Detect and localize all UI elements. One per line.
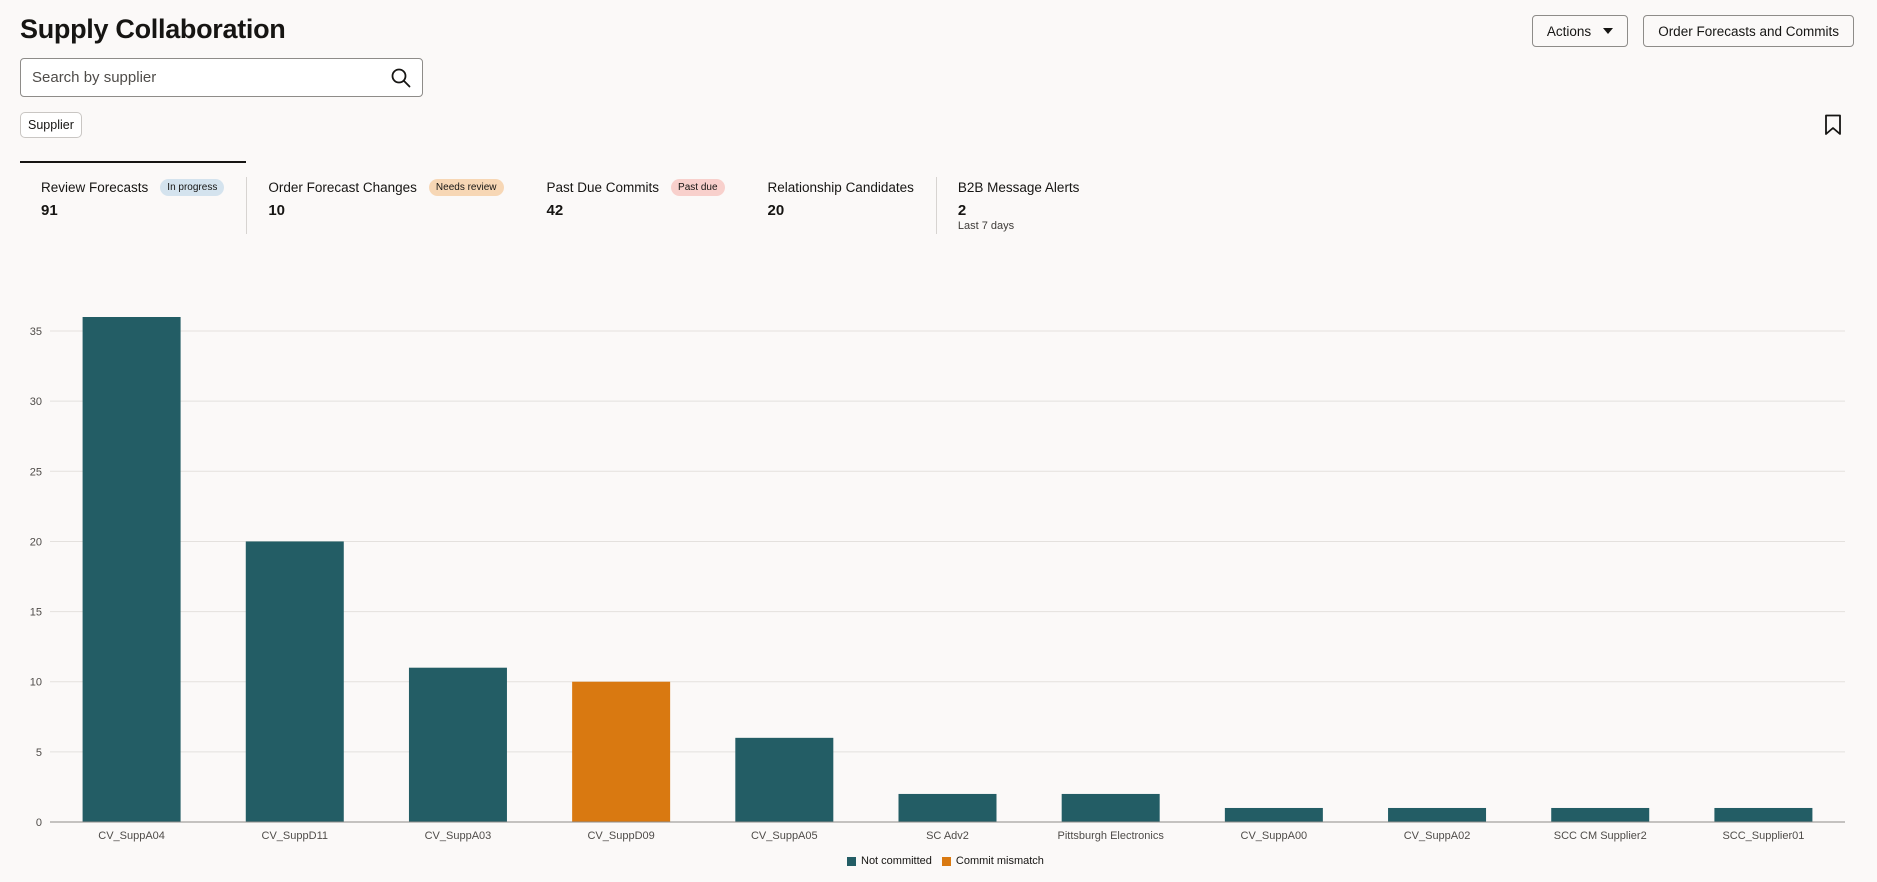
infolet-b2b-message-alerts[interactable]: B2B Message Alerts 2 Last 7 days <box>937 161 1102 234</box>
y-tick-label: 0 <box>36 817 42 829</box>
x-tick-label: SCC_Supplier01 <box>1722 830 1804 842</box>
infolet-count: 91 <box>41 202 58 219</box>
y-tick-label: 10 <box>30 677 42 689</box>
search-input[interactable] <box>32 69 390 86</box>
legend-label: Commit mismatch <box>955 855 1044 867</box>
x-tick-label: Pittsburgh Electronics <box>1057 830 1164 842</box>
actions-button-label: Actions <box>1546 23 1592 39</box>
y-tick-label: 35 <box>30 326 42 338</box>
status-badge-past-due: Past due <box>671 178 725 196</box>
infolet-past-due-commits[interactable]: Past Due Commits Past due 42 <box>526 161 747 234</box>
status-badge-needs-review: Needs review <box>428 178 504 196</box>
infolet-label: B2B Message Alerts <box>957 179 1080 195</box>
infolet-review-forecasts[interactable]: Review Forecasts In progress 91 <box>20 161 247 234</box>
divider <box>246 177 248 234</box>
infolet-label: Relationship Candidates <box>767 179 914 195</box>
header-actions: Actions Order Forecasts and Commits <box>1531 15 1854 47</box>
x-tick-label: CV_SuppA00 <box>1241 830 1308 842</box>
y-tick-label: 25 <box>30 466 42 478</box>
order-forecasts-button[interactable]: Order Forecasts and Commits <box>1643 15 1854 47</box>
infolet-order-forecast-changes[interactable]: Order Forecast Changes Needs review 10 <box>247 161 525 234</box>
infolet-count: 20 <box>767 202 785 219</box>
x-tick-label: CV_SuppA03 <box>425 830 492 842</box>
y-tick-label: 5 <box>36 747 42 759</box>
supplier-bar-chart: 0 5 10 15 20 25 30 35 CV_SuppA04 CV_SuppD11 CV_Sup… <box>30 317 1845 842</box>
actions-menu-button[interactable]: Actions <box>1531 15 1629 47</box>
infolet-count: 42 <box>546 202 564 219</box>
page-title: Supply Collaboration <box>20 14 286 44</box>
bar[interactable] <box>1224 807 1323 822</box>
bar[interactable] <box>1388 807 1487 822</box>
y-tick-label: 20 <box>30 536 42 548</box>
divider <box>935 177 937 234</box>
legend-swatch <box>941 856 951 866</box>
status-badge-in-progress: In progress <box>160 178 225 196</box>
infolet-count: 10 <box>268 202 286 219</box>
legend-swatch <box>847 856 856 866</box>
x-tick-label: SCC CM Supplier2 <box>1554 830 1647 842</box>
legend-item-commit-mismatch[interactable]: Commit mismatch <box>941 855 1044 867</box>
x-tick-label: SC Adv2 <box>926 830 969 842</box>
bar[interactable] <box>572 681 671 822</box>
bar[interactable] <box>1061 793 1160 822</box>
infolet-count: 2 <box>957 202 967 219</box>
infolet-label: Review Forecasts <box>41 179 149 195</box>
y-tick-label: 15 <box>30 607 42 619</box>
supplier-filter-chip[interactable]: Supplier <box>20 112 82 138</box>
infolet-label: Order Forecast Changes <box>268 179 417 195</box>
bookmark-icon[interactable] <box>1824 114 1842 136</box>
infolet-subtext: Last 7 days <box>957 220 1015 232</box>
supplier-search <box>20 58 423 97</box>
bar[interactable] <box>1551 807 1650 822</box>
legend-item-not-committed[interactable]: Not committed <box>847 855 932 867</box>
bar[interactable] <box>1714 807 1813 822</box>
bar[interactable] <box>408 667 507 822</box>
caret-down-icon <box>1603 28 1614 34</box>
x-tick-label: CV_SuppD09 <box>587 830 654 842</box>
infolet-label: Past Due Commits <box>546 179 660 195</box>
x-tick-label: CV_SuppA05 <box>751 830 818 842</box>
legend-label: Not committed <box>861 855 932 867</box>
chart-legend: Not committed Commit mismatch <box>847 855 1044 867</box>
bar[interactable] <box>898 793 997 822</box>
x-tick-label: CV_SuppD11 <box>262 830 328 842</box>
x-tick-label: CV_SuppA02 <box>1404 830 1471 842</box>
search-icon[interactable] <box>390 67 412 89</box>
infolet-relationship-candidates[interactable]: Relationship Candidates 20 <box>747 161 936 234</box>
y-tick-label: 30 <box>30 396 42 408</box>
x-tick-label: CV_SuppA04 <box>98 830 165 842</box>
bar[interactable] <box>82 317 181 822</box>
bar[interactable] <box>735 737 834 822</box>
infolet-strip: Review Forecasts In progress 91 Order Fo… <box>20 161 1101 234</box>
bar[interactable] <box>245 541 344 822</box>
